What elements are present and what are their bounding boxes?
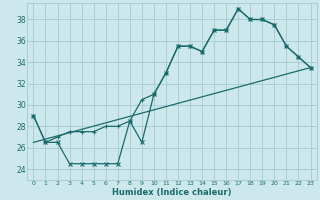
X-axis label: Humidex (Indice chaleur): Humidex (Indice chaleur) <box>112 188 232 197</box>
